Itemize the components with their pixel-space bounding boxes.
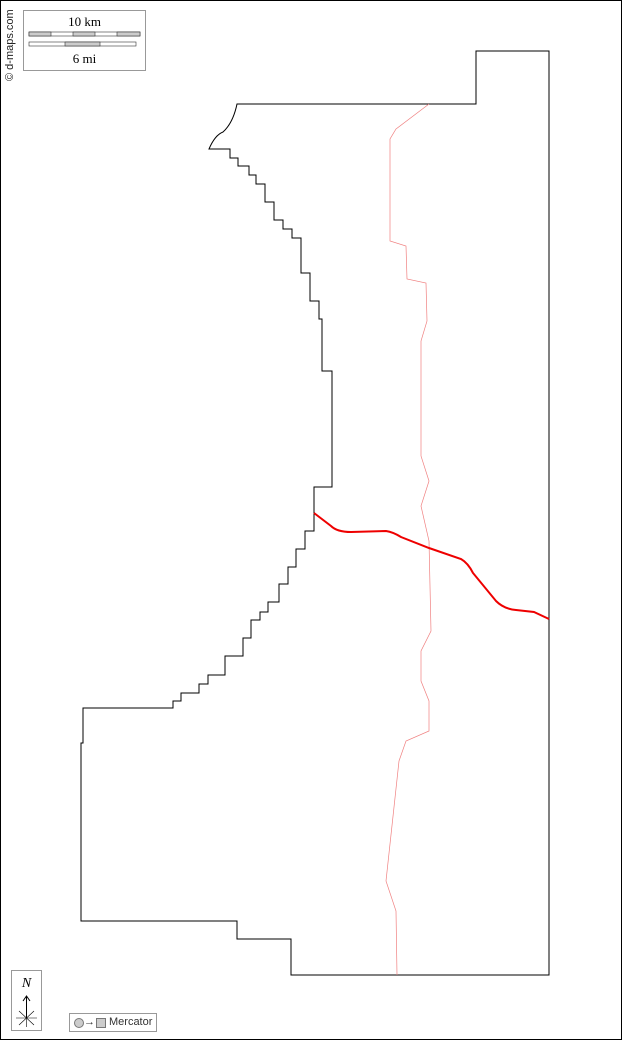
globe-circle-icon	[74, 1018, 84, 1028]
projection-legend: → Mercator	[69, 1013, 157, 1032]
road	[313, 512, 550, 620]
scale-bar: 10 km 6 mi	[23, 10, 146, 71]
river	[385, 103, 432, 976]
projection-label: Mercator	[109, 1016, 153, 1028]
arrow-icon: →	[84, 1016, 95, 1028]
scale-mi-label: 6 mi	[72, 51, 97, 66]
north-arrow: N	[11, 970, 42, 1031]
flat-square-icon	[96, 1018, 106, 1028]
north-label: N	[21, 976, 32, 991]
credit-text: © d-maps.com	[4, 9, 16, 81]
scale-bars	[28, 31, 141, 47]
scale-km-label: 10 km	[68, 14, 101, 29]
compass-icon	[16, 995, 37, 1027]
region-boundary	[80, 50, 550, 976]
